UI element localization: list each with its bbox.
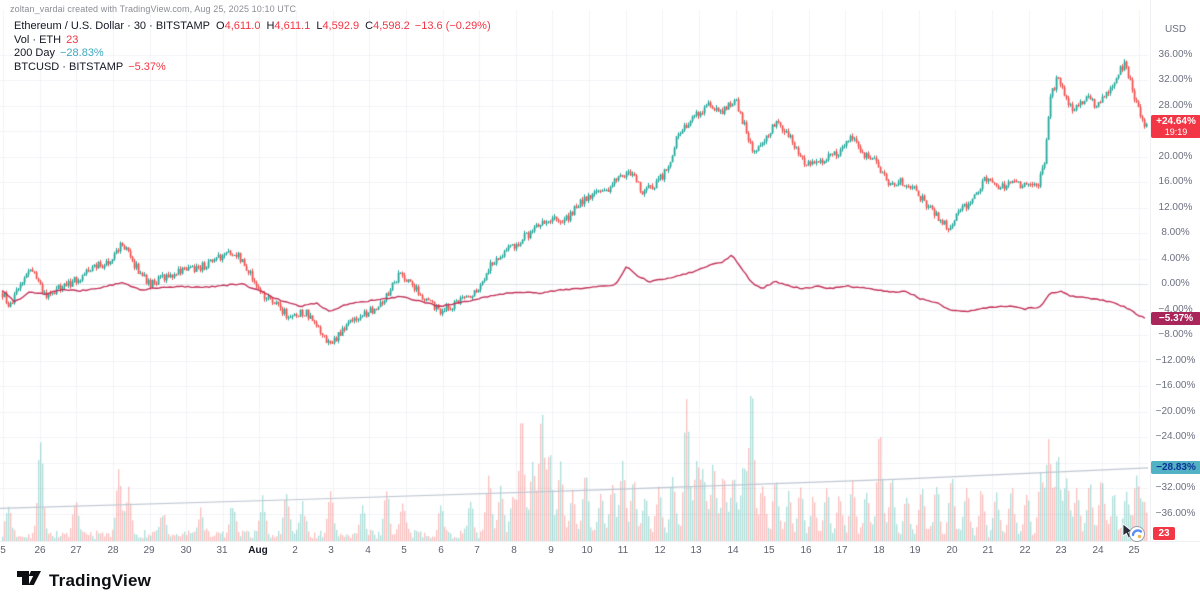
btc-compare-badge: −5.37% [1151, 312, 1200, 325]
time-tick-label: 26 [34, 545, 46, 556]
time-tick-label: 19 [909, 545, 921, 556]
time-tick-label: 22 [1019, 545, 1031, 556]
price-scale[interactable]: USD 36.00% 32.00% 28.00% 20.00% 16.00% 12.00%… [1150, 0, 1200, 560]
indicator-value: −28.83% [59, 47, 104, 59]
price-tick-label: −32.00% [1155, 482, 1196, 493]
time-tick-label: 25 [1128, 545, 1140, 556]
ohlc-value: 4,611.0 [224, 20, 261, 32]
time-tick-label: 5 [401, 545, 407, 556]
bar-countdown: 19:19 [1164, 127, 1188, 137]
eth-last-price-badge: +24.64% 19:19 [1151, 115, 1200, 138]
tradingview-logo-icon [16, 565, 42, 596]
price-tick-label: 0.00% [1161, 278, 1190, 289]
legend-indicator-compare-btcusd[interactable]: BTCUSD · BITSTAMP −5.37% [14, 61, 491, 75]
price-tick-label: 4.00% [1161, 252, 1190, 264]
ohlc-key: H [266, 20, 275, 32]
time-tick-label: 12 [654, 545, 666, 556]
tradingview-logo-text: TradingView [49, 570, 152, 590]
price-tick-label: −8.00% [1158, 329, 1193, 340]
price-tick-label: −24.00% [1155, 431, 1196, 442]
mouse-cursor-icon [1120, 523, 1150, 545]
time-tick-label: 28 [107, 545, 119, 556]
indicator-label: Vol · ETH [14, 33, 62, 46]
time-tick-label: 6 [438, 545, 444, 556]
tradingview-logo[interactable]: TradingView [16, 565, 151, 596]
price-tick-label: 36.00% [1158, 48, 1193, 60]
time-tick-label: 11 [617, 545, 629, 556]
time-tick-label: 4 [365, 545, 371, 556]
time-tick-label: 8 [511, 545, 517, 556]
time-tick-label: 30 [180, 545, 192, 556]
time-scale[interactable]: 5 26 27 28 29 30 31 Aug 2 3 4 5 6 7 8 9 10 11 12 13 14 15 16 17… [0, 541, 1200, 560]
time-tick-label: 14 [727, 545, 739, 556]
price-tick-label: −36.00% [1155, 507, 1196, 519]
ma-200-badge: −28.83% [1151, 461, 1200, 474]
time-tick-label: 24 [1092, 545, 1104, 556]
legend-indicator-volume[interactable]: Vol · ETH 23 [14, 34, 491, 48]
time-tick-label: 9 [548, 545, 554, 556]
time-tick-label: 27 [70, 545, 82, 556]
time-tick-label: 2 [292, 545, 298, 556]
price-tick-label: 28.00% [1158, 99, 1193, 111]
indicator-label: BTCUSD · BITSTAMP [14, 60, 124, 73]
price-tick-label: 32.00% [1158, 74, 1193, 85]
ohlc-value: 4,592.9 [322, 20, 360, 32]
time-tick-label: 13 [690, 545, 702, 556]
price-chart-canvas[interactable] [0, 10, 1148, 541]
ohlc-key: L [316, 20, 323, 32]
time-tick-label: 7 [474, 545, 480, 556]
price-scale-unit: USD [1164, 24, 1187, 35]
time-tick-label: 21 [982, 545, 994, 556]
price-tick-label: 12.00% [1158, 201, 1193, 213]
price-tick-label: 16.00% [1158, 176, 1193, 187]
time-tick-label: 10 [581, 545, 593, 556]
attribution-text: zoltan_vardai created with TradingView.c… [10, 4, 297, 14]
indicator-label: 200 Day [14, 47, 55, 59]
ohlc-value: 4,611.1 [274, 20, 311, 32]
time-tick-label: 29 [143, 545, 155, 556]
time-tick-label: 18 [873, 545, 885, 556]
price-tick-label: 20.00% [1158, 150, 1193, 162]
time-tick-label: 5 [0, 545, 6, 556]
time-tick-label: Aug [248, 545, 268, 556]
symbol-title: Ethereum / U.S. Dollar · 30 · BITSTAMP [14, 20, 211, 32]
legend: Ethereum / U.S. Dollar · 30 · BITSTAMP O4… [14, 20, 491, 74]
time-tick-label: 31 [216, 545, 228, 556]
ohlc-key: C [365, 20, 374, 32]
price-tick-label: −16.00% [1155, 380, 1196, 391]
price-tick-label: −12.00% [1155, 354, 1196, 366]
ohlc-value: 4,598.2 [373, 20, 410, 32]
time-tick-label: 17 [836, 545, 848, 556]
symbol-change: −13.6 (−0.29%) [414, 20, 491, 32]
legend-symbol-row[interactable]: Ethereum / U.S. Dollar · 30 · BITSTAMP O4… [14, 20, 491, 34]
price-tick-label: −4.00% [1158, 303, 1193, 315]
time-tick-label: 15 [763, 545, 775, 556]
indicator-value: 23 [66, 33, 79, 46]
indicator-value: −5.37% [128, 60, 166, 73]
price-tick-label: −20.00% [1155, 405, 1196, 417]
ohlc-key: O [216, 20, 225, 32]
time-tick-label: 23 [1055, 545, 1067, 556]
volume-badge: 23 [1153, 527, 1175, 540]
legend-indicator-ma-200-day[interactable]: 200 Day −28.83% [14, 47, 491, 61]
time-tick-label: 16 [800, 545, 812, 556]
time-tick-label: 20 [946, 545, 958, 556]
time-tick-label: 3 [328, 545, 334, 556]
price-tick-label: 8.00% [1161, 227, 1190, 238]
